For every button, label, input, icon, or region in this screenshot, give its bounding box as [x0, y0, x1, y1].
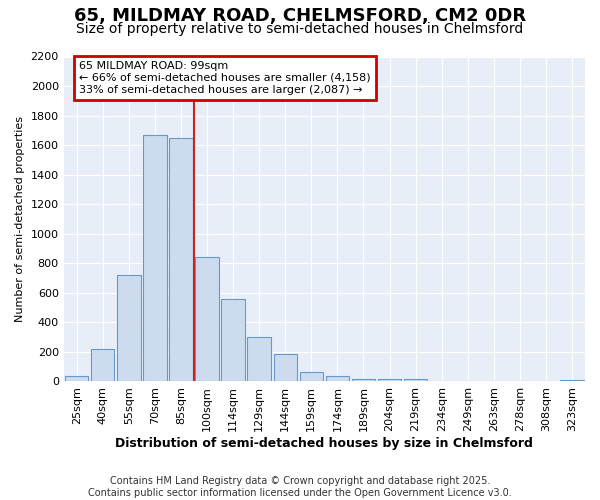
Text: Size of property relative to semi-detached houses in Chelmsford: Size of property relative to semi-detach…: [76, 22, 524, 36]
Bar: [274, 354, 297, 382]
Bar: [221, 298, 245, 382]
Bar: [169, 138, 193, 382]
Bar: [91, 349, 115, 382]
Bar: [65, 376, 88, 382]
Bar: [299, 372, 323, 382]
Bar: [560, 380, 584, 382]
Text: 65 MILDMAY ROAD: 99sqm
← 66% of semi-detached houses are smaller (4,158)
33% of : 65 MILDMAY ROAD: 99sqm ← 66% of semi-det…: [79, 62, 371, 94]
Bar: [247, 337, 271, 382]
Bar: [404, 379, 427, 382]
Bar: [352, 378, 375, 382]
Bar: [143, 135, 167, 382]
Bar: [117, 275, 140, 382]
Y-axis label: Number of semi-detached properties: Number of semi-detached properties: [15, 116, 25, 322]
Bar: [326, 376, 349, 382]
X-axis label: Distribution of semi-detached houses by size in Chelmsford: Distribution of semi-detached houses by …: [115, 437, 533, 450]
Bar: [378, 378, 401, 382]
Text: 65, MILDMAY ROAD, CHELMSFORD, CM2 0DR: 65, MILDMAY ROAD, CHELMSFORD, CM2 0DR: [74, 8, 526, 26]
Bar: [196, 258, 219, 382]
Text: Contains HM Land Registry data © Crown copyright and database right 2025.
Contai: Contains HM Land Registry data © Crown c…: [88, 476, 512, 498]
